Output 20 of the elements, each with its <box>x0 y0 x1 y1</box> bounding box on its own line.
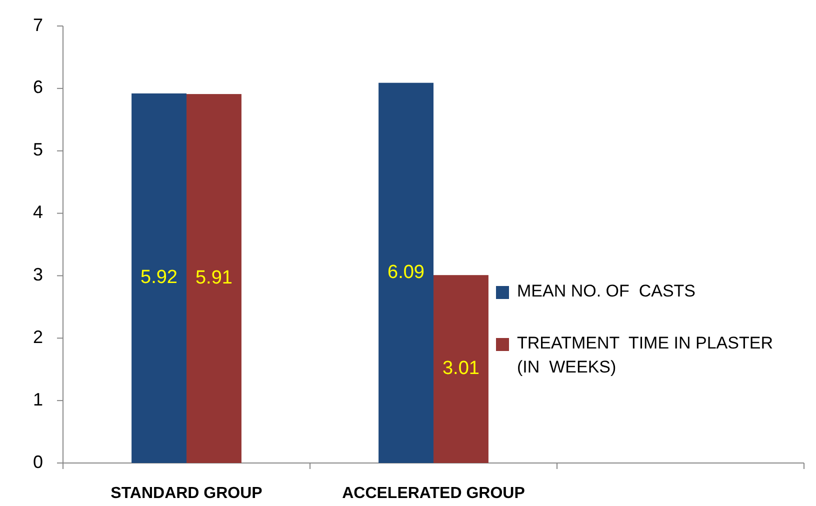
y-tick-label: 1 <box>32 389 43 410</box>
data-label: 5.92 <box>140 267 178 288</box>
x-tick-label: STANDARD GROUP <box>110 485 263 502</box>
legend-label: MEAN NO. OF CASTS <box>517 281 696 300</box>
bar <box>434 275 488 463</box>
y-tick-label: 4 <box>32 202 43 222</box>
y-tick-label: 0 <box>32 452 43 472</box>
data-label: 6.09 <box>388 262 425 283</box>
bar <box>378 82 434 463</box>
y-tick-label: 3 <box>32 264 43 284</box>
x-tick-label: ACCELERATED GROUP <box>342 485 526 502</box>
data-label: 5.91 <box>195 268 232 289</box>
y-tick-label: 5 <box>32 140 43 160</box>
legend-label: TREATMENT TIME IN PLASTER (IN WEEKS) <box>517 333 773 376</box>
bar <box>186 94 242 463</box>
y-tick-label: 7 <box>32 14 43 35</box>
bar <box>132 93 186 463</box>
y-tick-label: 6 <box>32 77 43 98</box>
data-label: 3.01 <box>442 358 480 380</box>
y-tick-label: 2 <box>32 326 43 347</box>
